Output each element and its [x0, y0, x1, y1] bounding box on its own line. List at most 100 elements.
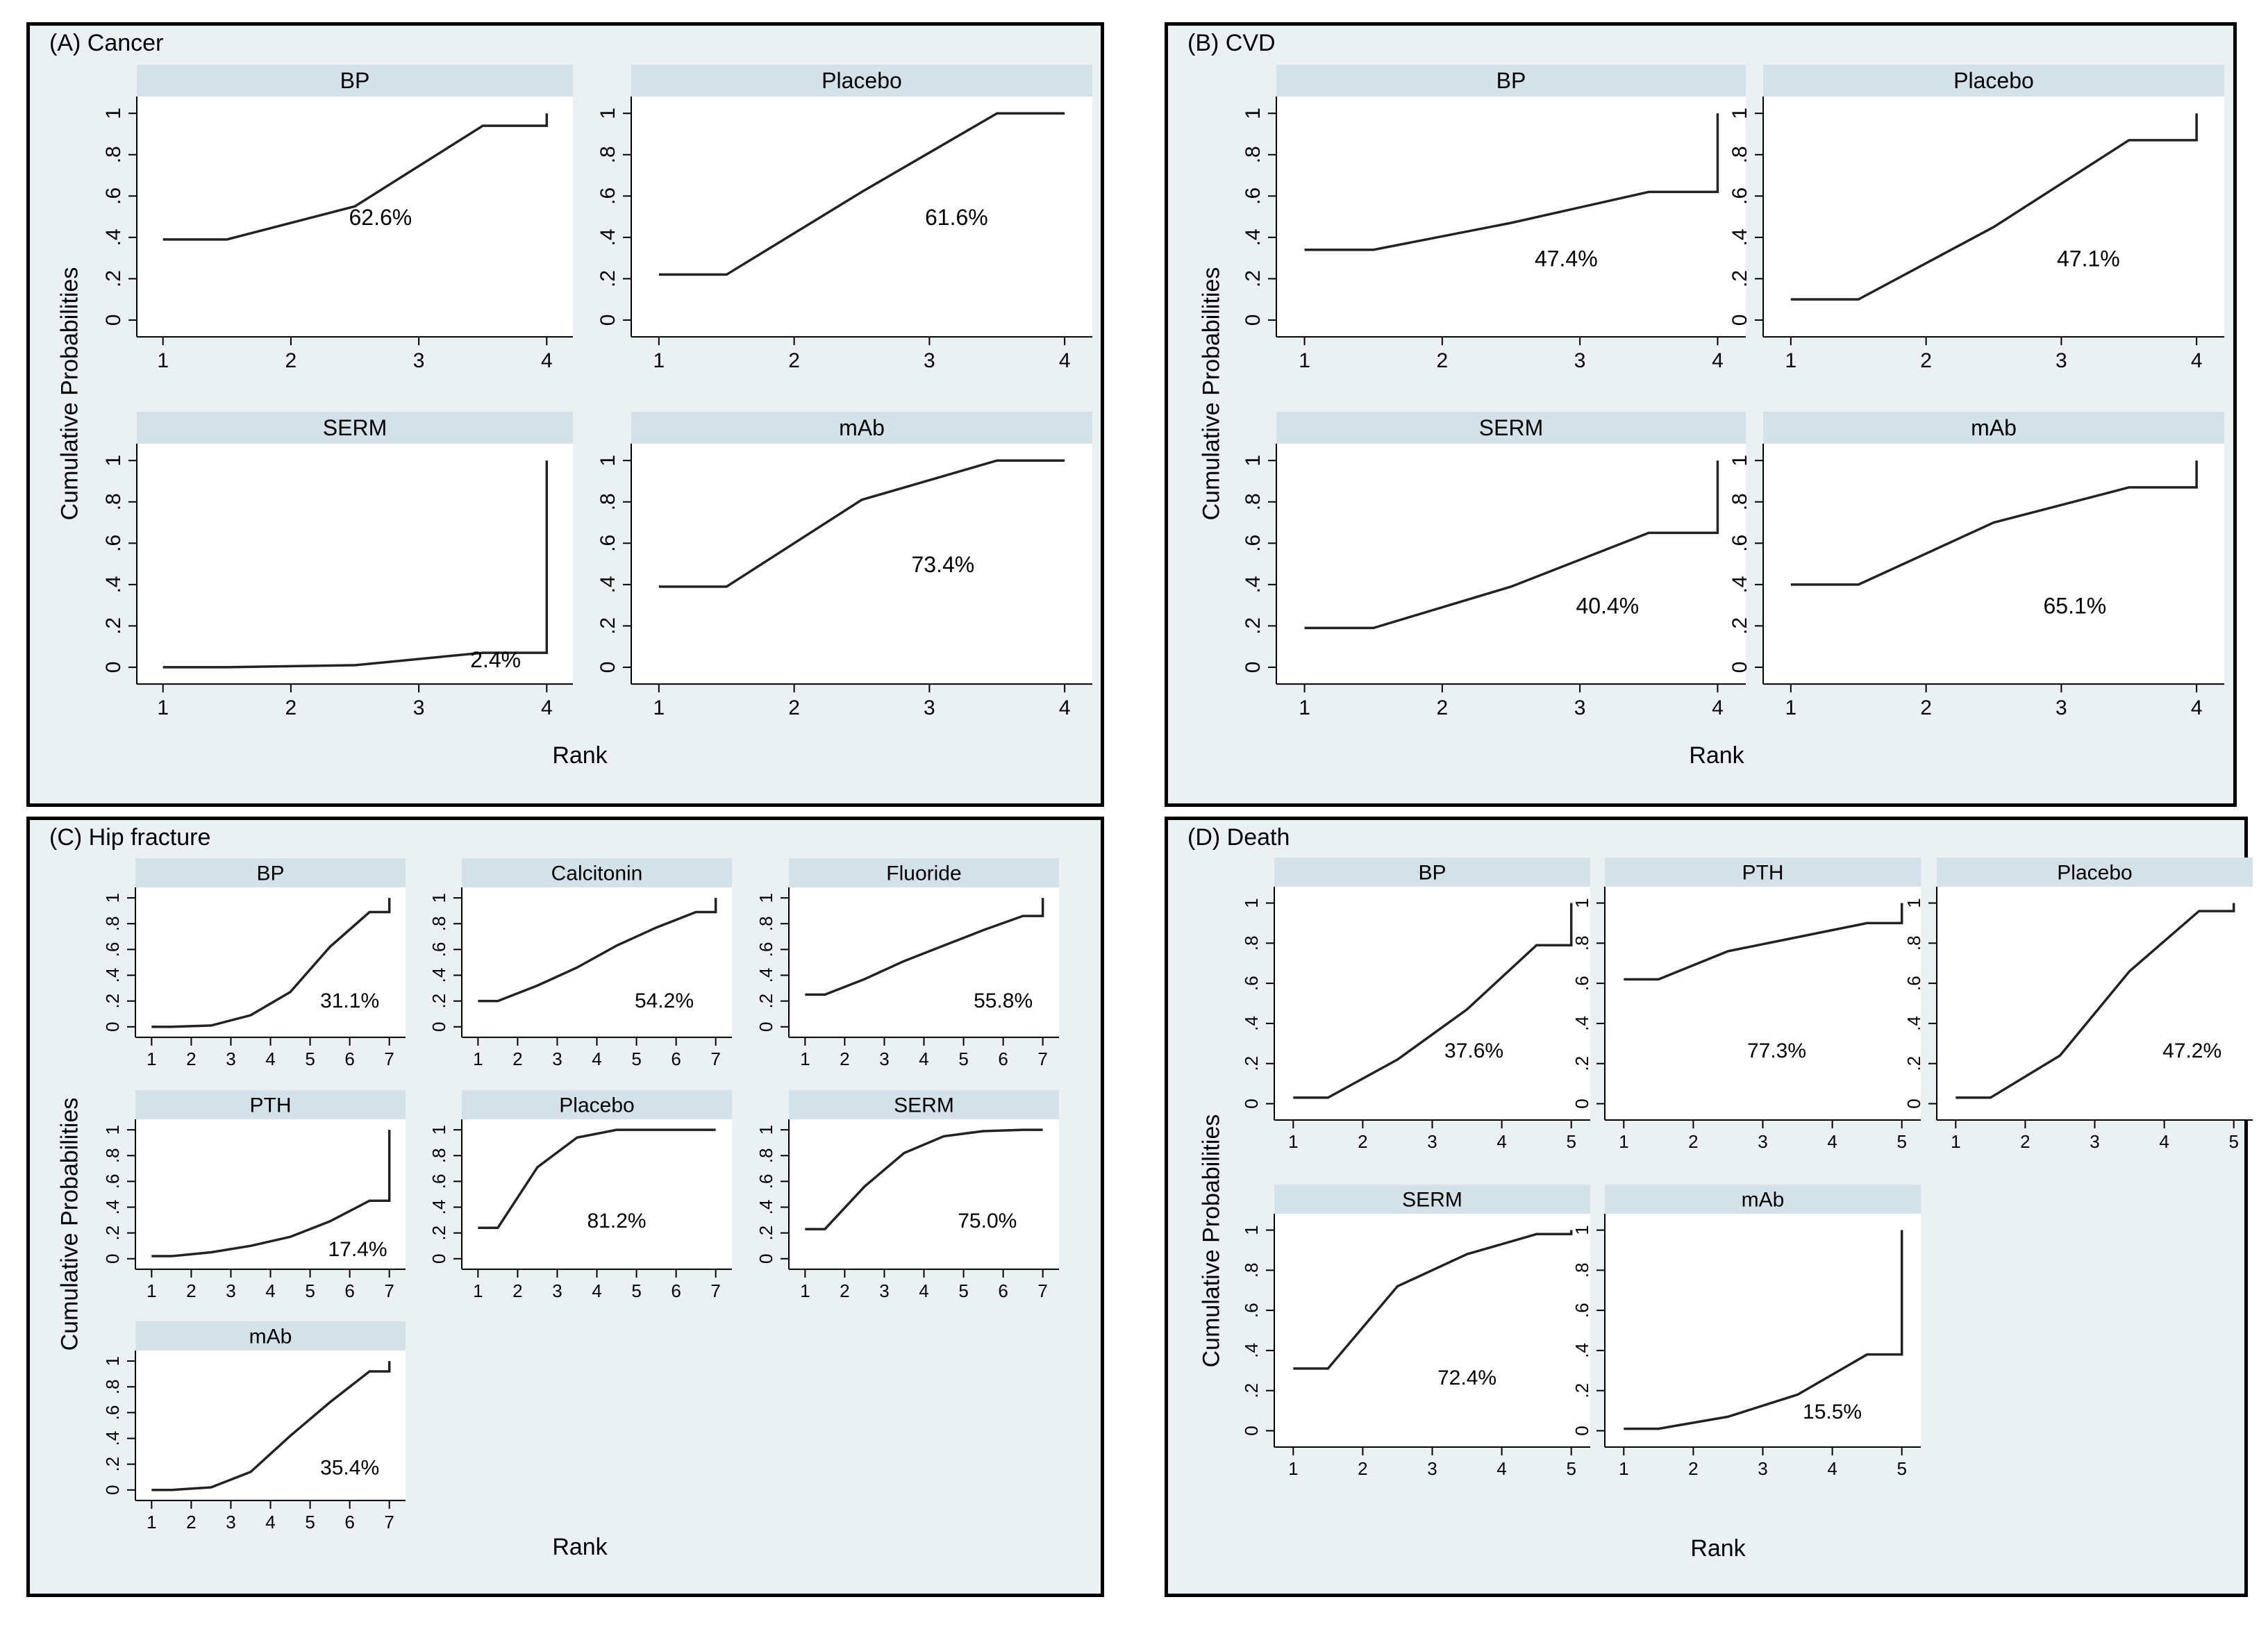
y-tick-label: 1 [428, 1125, 449, 1135]
y-tick-label: 0 [102, 662, 125, 674]
y-tick-label: .2 [102, 1226, 123, 1241]
subplot-pth: PTH 0 .2 .4 .6 .8 1 1 2 3 4 5 77.3% [1571, 858, 1921, 1152]
y-tick-label: .8 [102, 146, 125, 163]
y-tick-label: .6 [1242, 187, 1265, 205]
x-tick-label: 5 [1566, 1458, 1576, 1479]
y-tick-label: .4 [756, 968, 776, 983]
y-tick-label: 0 [597, 662, 619, 674]
x-tick-label: 7 [710, 1280, 720, 1301]
y-tick-label: .8 [428, 1148, 449, 1163]
x-tick-label: 6 [998, 1049, 1008, 1069]
x-tick-label: 1 [147, 1280, 156, 1301]
x-tick-label: 4 [1059, 349, 1071, 372]
plot-area [462, 1119, 732, 1269]
x-tick-label: 2 [1688, 1458, 1698, 1479]
series-line [1624, 903, 1903, 981]
sucra-label: 47.1% [2057, 247, 2120, 272]
y-tick-label: .2 [1571, 1056, 1592, 1071]
y-axis-label: Cumulative Probabilities [56, 1097, 83, 1351]
x-tick-label: 4 [265, 1280, 275, 1301]
subplot-header [1605, 1185, 1921, 1214]
subplot-header [135, 1321, 406, 1351]
subplot-title: PTH [1742, 862, 1784, 885]
y-tick-label: 1 [1571, 1225, 1592, 1235]
y-tick-label: 1 [756, 893, 776, 903]
x-tick-label: 5 [305, 1512, 315, 1532]
y-tick-label: .6 [102, 535, 125, 552]
x-tick-label: 1 [800, 1280, 810, 1301]
subplot-calcitonin: Calcitonin 0 .2 .4 .6 .8 1 1 2 3 4 5 6 7 54.2% [428, 858, 732, 1069]
y-tick-label: .4 [102, 576, 125, 593]
x-tick-label: 3 [1427, 1131, 1437, 1152]
x-tick-label: 3 [1758, 1458, 1767, 1479]
x-tick-label: 2 [186, 1280, 196, 1301]
y-tick-label: .6 [1571, 1303, 1592, 1318]
y-tick-label: .6 [756, 942, 776, 958]
y-tick-label: .6 [428, 942, 449, 958]
series-line [151, 1130, 391, 1258]
x-tick-label: 2 [788, 696, 800, 719]
subplot-title: SERM [894, 1094, 954, 1117]
panel-cancer: (A) Cancer Cumulative Probabilities Rank… [26, 22, 1104, 807]
subplot-header [1605, 858, 1921, 887]
x-tick-label: 2 [512, 1280, 522, 1301]
x-tick-label: 6 [344, 1049, 354, 1069]
x-tick-label: 4 [2159, 1131, 2169, 1152]
sucra-label: 62.6% [349, 205, 412, 230]
y-tick-label: .4 [1728, 228, 1751, 246]
y-axis-label: Cumulative Probabilities [1198, 267, 1225, 521]
subplot-bp: BP 0 .2 .4 .6 .8 1 1 2 3 4 62.6% [102, 65, 573, 372]
y-tick-label: .6 [102, 1174, 123, 1189]
series-line [805, 898, 1044, 996]
y-tick-label: .2 [597, 270, 619, 287]
plot-area [1274, 1214, 1590, 1447]
y-tick-label: .2 [428, 1226, 449, 1241]
y-tick-label: 1 [1571, 898, 1592, 908]
x-tick-label: 5 [631, 1280, 641, 1301]
y-tick-label: .8 [1242, 493, 1265, 510]
x-tick-label: 4 [592, 1049, 601, 1069]
y-tick-label: .8 [756, 916, 776, 931]
plot-area [1763, 444, 2224, 685]
panel-cvd: (B) CVD Cumulative Probabilities Rank BP… [1165, 22, 2237, 807]
y-tick-label: .6 [1241, 976, 1262, 991]
y-tick-label: .2 [102, 994, 123, 1009]
sucra-label: 47.4% [1535, 247, 1598, 272]
y-tick-label: .4 [102, 228, 125, 246]
x-tick-label: 4 [592, 1280, 601, 1301]
series-line [1293, 1230, 1573, 1370]
x-tick-label: 2 [1920, 696, 1932, 719]
x-tick-label: 4 [1059, 696, 1071, 719]
y-tick-label: 0 [756, 1254, 776, 1264]
subplot-header [631, 65, 1092, 97]
y-tick-label: .4 [1242, 576, 1265, 593]
series-line [1624, 1230, 1903, 1430]
subplot-serm: SERM 0 .2 .4 .6 .8 1 1 2 3 4 2.4% [102, 412, 573, 719]
series-line [1956, 903, 2235, 1099]
y-tick-label: .6 [102, 942, 123, 958]
sucra-label: 17.4% [328, 1238, 387, 1261]
x-tick-label: 5 [631, 1049, 641, 1069]
sucra-label: 65.1% [2043, 594, 2106, 619]
x-tick-label: 3 [924, 349, 935, 372]
y-tick-label: .4 [1728, 576, 1751, 593]
y-tick-label: .4 [597, 576, 619, 593]
x-tick-label: 5 [2228, 1131, 2238, 1152]
y-tick-label: .8 [1571, 1262, 1592, 1278]
x-tick-label: 1 [653, 349, 665, 372]
subplot-bp: BP 0 .2 .4 .6 .8 1 1 2 3 4 5 6 7 31.1% [102, 858, 406, 1069]
y-tick-label: .6 [1903, 976, 1924, 991]
y-tick-label: .6 [428, 1174, 449, 1189]
x-tick-label: 3 [226, 1512, 235, 1532]
x-tick-label: 5 [1896, 1131, 1906, 1152]
x-tick-label: 4 [1712, 696, 1724, 719]
x-tick-label: 5 [305, 1049, 315, 1069]
x-tick-label: 1 [1785, 349, 1796, 372]
sucra-label: 37.6% [1444, 1039, 1503, 1062]
series-line [162, 460, 549, 669]
panel-title: (D) Death [1187, 824, 1290, 851]
plot-area [1937, 887, 2253, 1120]
y-tick-label: .4 [102, 1200, 123, 1215]
series-line [478, 898, 717, 1003]
plot-area [135, 887, 406, 1037]
